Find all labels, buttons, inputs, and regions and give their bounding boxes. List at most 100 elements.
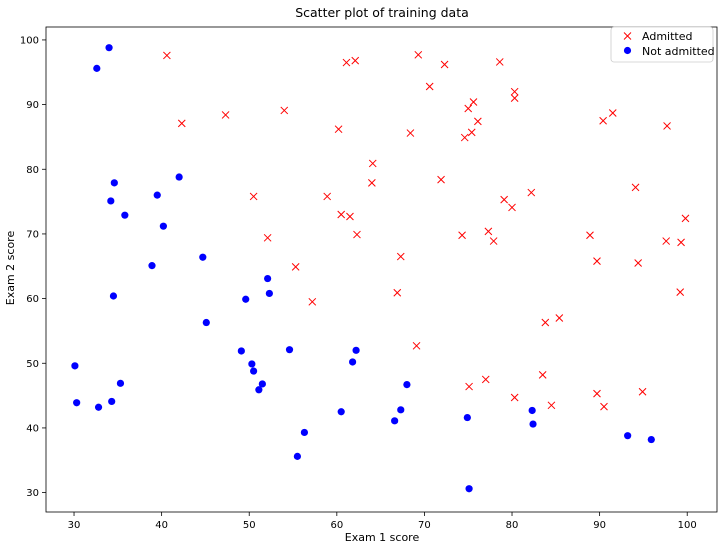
not-admitted-point [121, 211, 129, 219]
not-admitted-point [107, 197, 115, 205]
admitted-point [495, 58, 504, 66]
x-tick-label: 100 [678, 520, 697, 531]
y-tick-label: 60 [26, 294, 39, 305]
admitted-point [541, 318, 550, 327]
not-admitted-point [403, 381, 411, 389]
x-axis: 30 40 50 60 70 80 90 100 [68, 512, 697, 531]
not-admitted-point [110, 179, 118, 187]
admitted-point [425, 82, 434, 91]
not-admitted-point [105, 44, 113, 52]
admitted-point [555, 314, 564, 322]
x-tick-label: 50 [243, 520, 256, 531]
not-admitted-point [73, 399, 81, 407]
not-admitted-point [352, 346, 360, 354]
not-admitted-point [93, 64, 101, 72]
not-admitted-point [529, 420, 537, 428]
admitted-point [677, 238, 685, 247]
x-tick-label: 90 [593, 520, 606, 531]
admitted-point [221, 111, 230, 119]
admitted-point [465, 382, 473, 391]
not-admitted-point [348, 358, 357, 366]
admitted-point [467, 128, 476, 137]
admitted-point [599, 116, 607, 125]
y-tick-label: 30 [26, 488, 39, 499]
admitted-point [469, 98, 478, 106]
admitted-point [393, 288, 402, 297]
y-tick-label: 100 [20, 35, 39, 46]
y-tick-label: 40 [26, 423, 39, 434]
x-tick-label: 40 [155, 520, 168, 531]
y-axis-title: Exam 2 score [4, 231, 17, 306]
not-admitted-point [94, 403, 103, 411]
admitted-point [458, 231, 466, 240]
not-admitted-point [465, 485, 473, 493]
admitted-point [489, 237, 498, 245]
plot-area: 30 40 50 60 70 80 90 100 30 40 50 60 70 80 90 100 [20, 26, 718, 531]
not-admitted-point [528, 406, 536, 415]
admitted-point [510, 94, 519, 102]
not-admitted-point [250, 367, 258, 375]
admitted-point [249, 192, 258, 201]
admitted-point [631, 183, 640, 192]
admitted-point [342, 58, 351, 67]
not-admitted-point [153, 191, 161, 199]
legend-marker-admitted [623, 32, 632, 40]
admitted-point [547, 401, 556, 410]
admitted-point [586, 231, 594, 240]
not-admitted-point [397, 406, 405, 414]
not-admitted-point [624, 432, 632, 440]
admitted-point [412, 341, 421, 350]
plot-frame [45, 26, 718, 513]
admitted-point [662, 237, 671, 245]
not-admitted-point [255, 386, 263, 394]
x-tick-label: 60 [330, 520, 343, 531]
not-admitted-point [116, 379, 125, 387]
not-admitted-point [285, 346, 294, 354]
admitted-point [308, 297, 317, 306]
admitted-point [663, 122, 671, 130]
not-admitted-point [258, 380, 266, 388]
admitted-point [474, 117, 482, 126]
not-admitted-point [463, 413, 471, 422]
not-admitted-point [647, 435, 655, 444]
legend-label-not-admitted: Not admitted [642, 45, 715, 58]
admitted-point [346, 212, 354, 221]
admitted-point [280, 106, 289, 115]
y-tick-label: 80 [26, 165, 39, 176]
admitted-point [460, 133, 469, 142]
admitted-point [527, 188, 536, 197]
admitted-point [396, 252, 405, 261]
admitted-point [676, 288, 685, 296]
admitted-point [291, 263, 300, 271]
admitted-point [464, 104, 473, 113]
legend-box [610, 26, 714, 63]
admitted-point [437, 175, 445, 184]
legend-marker-not-admitted [623, 46, 632, 55]
not-admitted-point [300, 428, 309, 437]
not-admitted-point [159, 222, 167, 230]
not-admitted-point [199, 253, 207, 261]
y-tick-label: 50 [26, 359, 39, 370]
not-admitted-point [391, 417, 399, 425]
not-admitted-point [71, 362, 79, 370]
not-admitted-point [248, 360, 256, 368]
series-not-admitted [71, 44, 655, 493]
admitted-point [500, 195, 508, 204]
not-admitted-point [293, 452, 302, 460]
admitted-point [353, 230, 361, 239]
not-admitted-point [148, 262, 156, 270]
not-admitted-point [242, 295, 250, 303]
admitted-point [634, 259, 643, 267]
admitted-point [484, 227, 493, 236]
legend: Admitted Not admitted [610, 26, 715, 63]
admitted-point [440, 60, 449, 69]
series-admitted [163, 50, 690, 411]
not-admitted-point [175, 173, 183, 181]
admitted-point [406, 129, 415, 137]
legend-label-admitted: Admitted [642, 30, 692, 43]
x-tick-label: 80 [506, 520, 519, 531]
admitted-point [334, 125, 343, 134]
admitted-point [323, 192, 332, 201]
admitted-point [510, 87, 519, 96]
